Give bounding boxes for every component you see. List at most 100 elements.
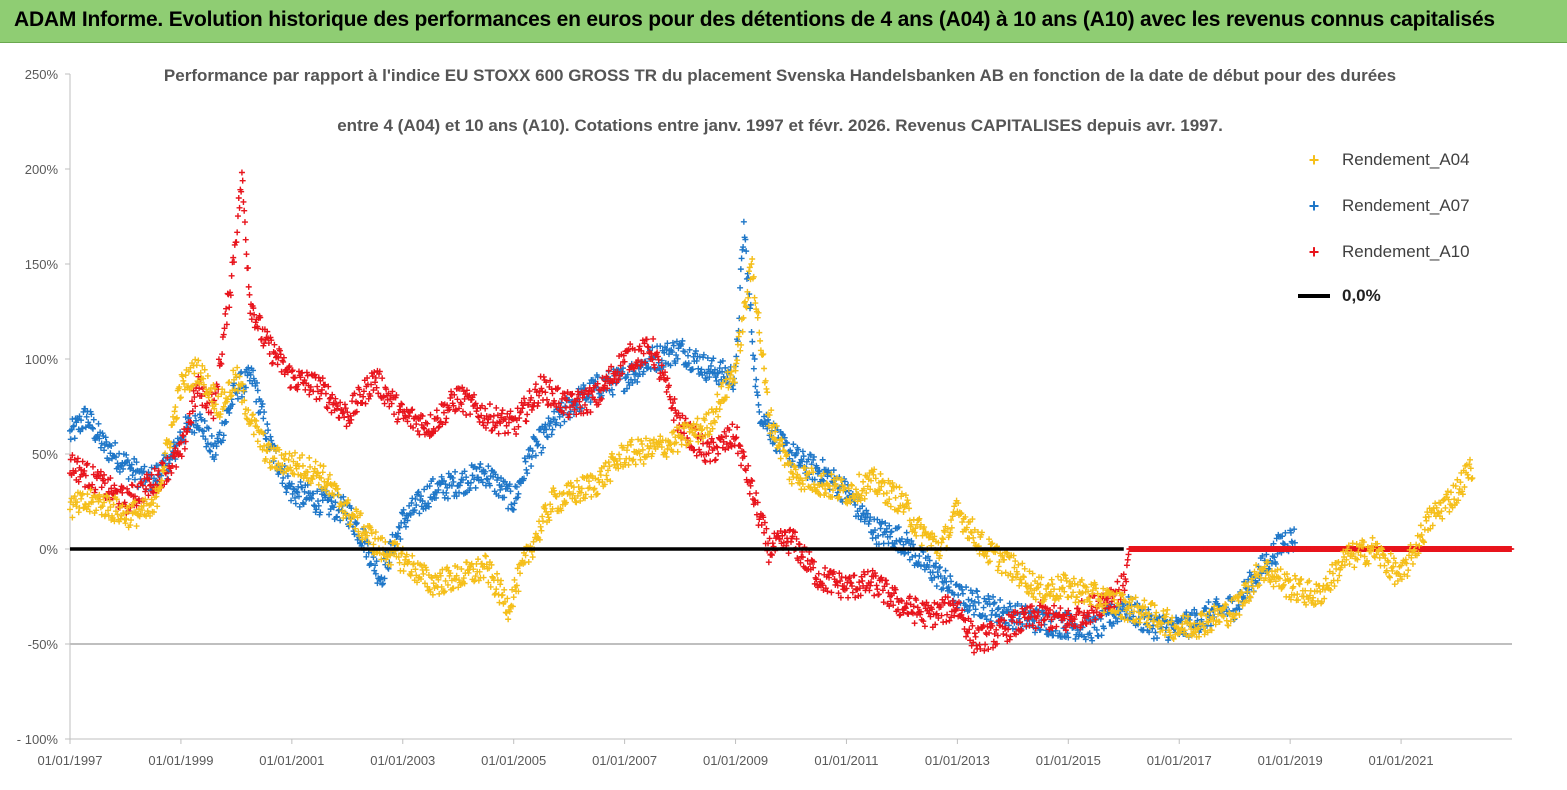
data-point-a10 xyxy=(251,311,258,318)
data-point-a07 xyxy=(986,596,993,603)
data-point-a10 xyxy=(78,466,85,473)
data-point-a04 xyxy=(1038,574,1045,581)
data-point-a04 xyxy=(501,586,508,593)
data-point-a04 xyxy=(1094,590,1101,597)
data-point-a10 xyxy=(151,465,158,472)
data-point-a04 xyxy=(919,532,926,539)
data-point-a07 xyxy=(299,499,306,506)
data-point-a07 xyxy=(936,564,943,571)
data-point-a04 xyxy=(261,442,268,449)
data-point-a10 xyxy=(990,644,997,651)
data-point-a04 xyxy=(1185,633,1192,640)
data-point-a10 xyxy=(734,424,741,431)
data-point-a07 xyxy=(213,443,220,450)
data-point-a04 xyxy=(1051,586,1058,593)
data-point-a04 xyxy=(616,451,623,458)
data-point-a10 xyxy=(645,344,652,351)
data-point-a04 xyxy=(696,432,703,439)
data-point-a07 xyxy=(685,360,692,367)
data-point-a07 xyxy=(226,409,233,416)
data-point-a04 xyxy=(670,428,677,435)
data-point-a04 xyxy=(212,401,219,408)
data-point-a07 xyxy=(1108,601,1115,608)
data-point-a04 xyxy=(281,456,288,463)
data-point-a07 xyxy=(991,599,998,606)
data-point-a04 xyxy=(1221,604,1228,611)
data-point-a10 xyxy=(864,568,871,575)
data-point-a10 xyxy=(421,425,428,432)
data-point-a04 xyxy=(792,466,799,473)
data-point-a04 xyxy=(179,373,186,380)
x-tick-label: 01/01/1999 xyxy=(148,753,213,768)
data-point-a10 xyxy=(387,396,394,403)
data-point-a04 xyxy=(343,500,350,507)
data-point-a07 xyxy=(301,488,308,495)
data-point-a07 xyxy=(753,389,760,396)
data-point-a04 xyxy=(1092,581,1099,588)
data-point-a10 xyxy=(215,356,222,363)
data-point-a10 xyxy=(807,561,814,568)
data-point-a04 xyxy=(1047,588,1054,595)
data-point-a07 xyxy=(669,349,676,356)
data-point-a04 xyxy=(757,347,764,354)
data-point-a04 xyxy=(662,450,669,457)
data-point-a04 xyxy=(636,450,643,457)
data-point-a04 xyxy=(472,573,479,580)
data-point-a07 xyxy=(89,425,96,432)
data-point-a07 xyxy=(379,580,386,587)
data-point-a07 xyxy=(415,488,422,495)
data-point-a04 xyxy=(1078,576,1085,583)
data-point-a04 xyxy=(1280,581,1287,588)
data-point-a07 xyxy=(498,475,505,482)
data-point-a10 xyxy=(953,605,960,612)
data-point-a10 xyxy=(1061,615,1068,622)
data-point-a07 xyxy=(1095,633,1102,640)
data-point-a10 xyxy=(192,403,199,410)
data-point-a10 xyxy=(165,476,172,483)
data-point-a10 xyxy=(1071,616,1078,623)
data-point-a10 xyxy=(597,387,604,394)
data-point-a10 xyxy=(729,421,736,428)
data-point-a04 xyxy=(438,583,445,590)
data-point-a07 xyxy=(693,357,700,364)
data-point-a04 xyxy=(553,493,560,500)
data-point-a04 xyxy=(970,534,977,541)
data-point-a10 xyxy=(278,368,285,375)
data-point-a04 xyxy=(876,487,883,494)
data-point-a10 xyxy=(381,400,388,407)
data-point-a07 xyxy=(202,436,209,443)
data-point-a10 xyxy=(682,415,689,422)
data-point-a10 xyxy=(875,591,882,598)
data-point-a04 xyxy=(723,376,730,383)
data-point-a04 xyxy=(762,377,769,384)
data-point-a04 xyxy=(1011,564,1018,571)
data-point-a04 xyxy=(578,489,585,496)
data-point-a10 xyxy=(503,422,510,429)
data-point-a04 xyxy=(506,608,513,615)
data-point-a10 xyxy=(121,499,128,506)
data-point-a10 xyxy=(898,598,905,605)
data-point-a04 xyxy=(539,513,546,520)
data-point-a10 xyxy=(946,617,953,624)
data-point-a04 xyxy=(245,407,252,414)
data-point-a04 xyxy=(858,492,865,499)
data-point-a10 xyxy=(890,602,897,609)
data-point-a07 xyxy=(223,418,230,425)
data-point-a10 xyxy=(704,440,711,447)
data-point-a10 xyxy=(845,594,852,601)
data-point-a04 xyxy=(131,498,138,505)
data-point-a07 xyxy=(608,386,615,393)
data-point-a07 xyxy=(540,444,547,451)
data-point-a04 xyxy=(69,514,76,521)
data-point-a10 xyxy=(761,519,768,526)
data-point-a10 xyxy=(451,391,458,398)
data-point-a04 xyxy=(1200,624,1207,631)
data-point-a07 xyxy=(201,417,208,424)
data-point-a04 xyxy=(1019,560,1026,567)
data-point-a10 xyxy=(294,386,301,393)
data-point-a10 xyxy=(1074,605,1081,612)
data-point-a04 xyxy=(628,436,635,443)
data-point-a07 xyxy=(514,494,521,501)
data-point-a10 xyxy=(913,597,920,604)
data-point-a10 xyxy=(388,400,395,407)
